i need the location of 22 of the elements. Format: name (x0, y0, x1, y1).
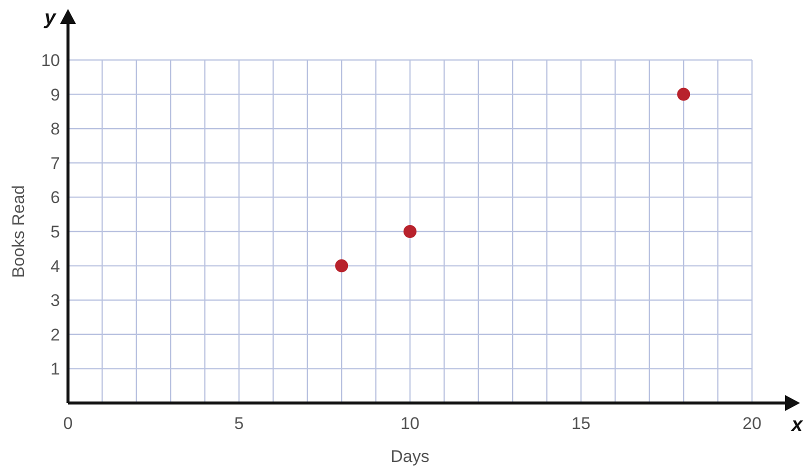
x-tick-label: 10 (400, 414, 420, 433)
x-tick-label: 5 (234, 414, 244, 433)
y-tick-label: 1 (50, 360, 60, 379)
y-tick-label: 4 (50, 256, 60, 276)
y-tick-label: 5 (50, 222, 60, 242)
text: x (790, 414, 804, 436)
y-tick-label: 6 (50, 188, 60, 208)
x-axis-title: Days (390, 447, 430, 466)
x-tick-label: 15 (572, 414, 590, 433)
text: y (43, 7, 56, 29)
y-tick-label: 3 (50, 291, 60, 310)
point (335, 259, 348, 272)
point (404, 225, 416, 238)
y-tick-label: 7 (50, 154, 60, 173)
x-tick-label: 0 (63, 414, 73, 433)
point (677, 88, 690, 101)
x-tick-label: 20 (742, 414, 762, 433)
y-tick-label: 8 (50, 120, 60, 139)
y-tick-label: 10 (41, 51, 60, 70)
y-tick-label: 9 (50, 85, 60, 104)
y-axis-title: Books Read (9, 185, 28, 278)
y-tick-label: 2 (50, 325, 60, 344)
